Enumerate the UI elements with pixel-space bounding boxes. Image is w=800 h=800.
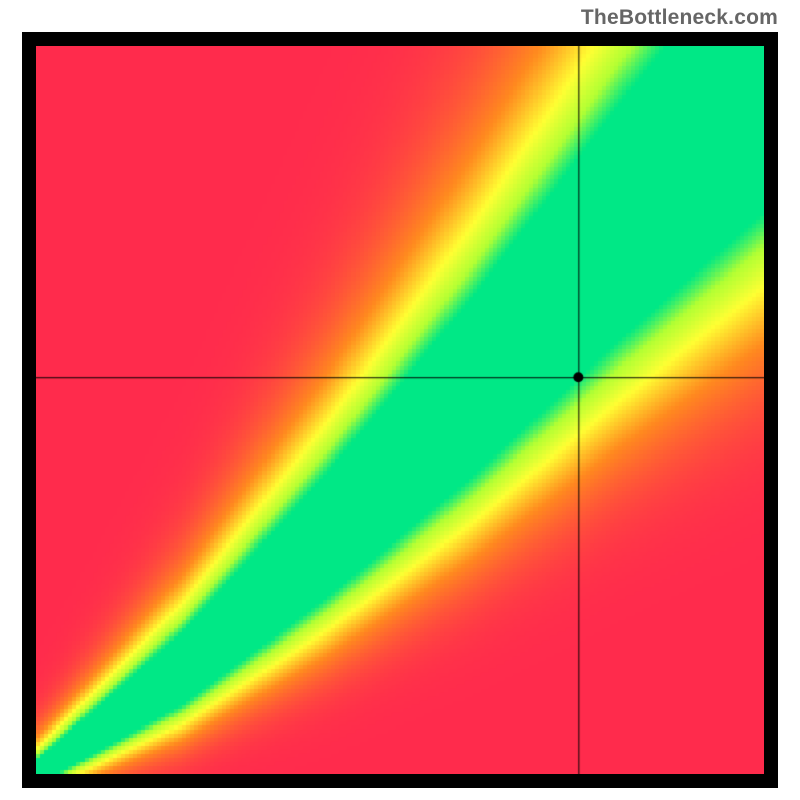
- heatmap-canvas: [36, 46, 764, 774]
- watermark-text: TheBottleneck.com: [581, 6, 778, 30]
- chart-frame: [22, 32, 778, 788]
- chart-container: TheBottleneck.com: [0, 0, 800, 800]
